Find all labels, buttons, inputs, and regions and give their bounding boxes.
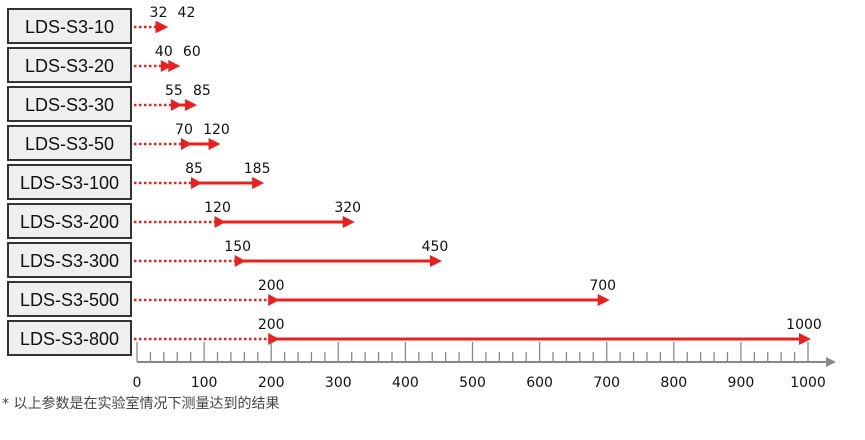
model-label: LDS-S3-200: [20, 212, 119, 232]
model-box: [7, 8, 132, 44]
start-marker-icon: [160, 60, 172, 72]
start-marker-icon: [170, 99, 182, 111]
model-label: LDS-S3-300: [20, 251, 119, 271]
x-tick-label: 900: [728, 375, 755, 391]
x-tick-label: 100: [191, 375, 218, 391]
start-value-label: 150: [224, 239, 251, 255]
start-value-label: 32: [150, 5, 168, 21]
model-label: LDS-S3-10: [25, 17, 114, 37]
end-value-label: 1000: [786, 317, 822, 333]
end-arrowhead-icon: [252, 177, 265, 189]
end-value-label: 42: [178, 5, 196, 21]
start-value-label: 55: [165, 83, 183, 99]
model-box: [7, 203, 132, 239]
end-arrowhead-icon: [185, 99, 198, 111]
start-value-label: 85: [185, 161, 203, 177]
x-tick-label: 400: [392, 375, 419, 391]
x-tick-label: 600: [526, 375, 553, 391]
model-label: LDS-S3-30: [25, 95, 114, 115]
model-box: [7, 320, 132, 356]
model-label: LDS-S3-50: [25, 134, 114, 154]
x-tick-label: 800: [660, 375, 687, 391]
x-tick-label: 1000: [790, 375, 826, 391]
model-box: [7, 86, 132, 122]
model-box: [7, 242, 132, 278]
end-value-label: 185: [244, 161, 271, 177]
model-box: [7, 47, 132, 83]
end-arrowhead-icon: [208, 138, 221, 150]
start-marker-icon: [214, 216, 226, 228]
model-label: LDS-S3-100: [20, 173, 119, 193]
end-value-label: 60: [183, 44, 201, 60]
model-box: [7, 164, 132, 200]
start-value-label: 70: [175, 122, 193, 138]
start-value-label: 40: [155, 44, 173, 60]
end-arrowhead-icon: [156, 21, 169, 33]
axis-arrow-icon: [826, 357, 836, 367]
model-box: [7, 281, 132, 317]
end-arrowhead-icon: [342, 216, 355, 228]
start-marker-icon: [191, 177, 203, 189]
model-label: LDS-S3-20: [25, 56, 114, 76]
end-arrowhead-icon: [168, 60, 181, 72]
start-value-label: 200: [258, 278, 285, 294]
x-tick-label: 700: [593, 375, 620, 391]
model-label: LDS-S3-800: [20, 329, 119, 349]
x-tick-label: 0: [133, 375, 142, 391]
end-value-label: 450: [422, 239, 449, 255]
x-tick-label: 300: [325, 375, 352, 391]
model-box: [7, 125, 132, 161]
x-tick-label: 200: [258, 375, 285, 391]
start-value-label: 200: [258, 317, 285, 333]
start-marker-icon: [234, 255, 246, 267]
end-value-label: 320: [334, 200, 361, 216]
end-value-label: 120: [203, 122, 230, 138]
model-label: LDS-S3-500: [20, 290, 119, 310]
end-arrowhead-icon: [799, 333, 811, 345]
x-tick-label: 500: [459, 375, 486, 391]
start-marker-icon: [180, 138, 192, 150]
footnote: * 以上参数是在实验室情况下测量达到的结果: [2, 396, 280, 412]
start-value-label: 120: [204, 200, 231, 216]
end-value-label: 85: [193, 83, 211, 99]
start-marker-icon: [268, 294, 280, 306]
end-value-label: 700: [589, 278, 616, 294]
end-arrowhead-icon: [429, 255, 442, 267]
end-arrowhead-icon: [597, 294, 610, 306]
